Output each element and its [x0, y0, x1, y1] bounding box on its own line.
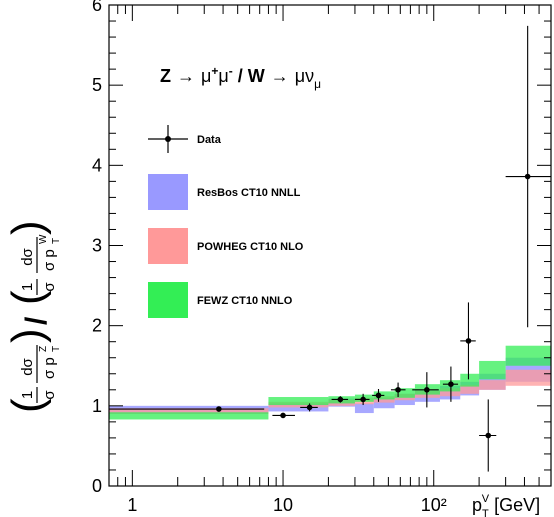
ylabel-dsigma-2: dσ: [19, 247, 36, 265]
x-axis-label: pTV [GeV]: [472, 493, 540, 517]
ylabel-paren-open-1: (: [3, 398, 52, 413]
chart-title: Z → μ+μ- / W → μνμ: [160, 64, 321, 91]
ylabel-slash: /: [20, 316, 53, 325]
legend-label-powheg: POWHEG CT10 NLO: [197, 241, 304, 253]
legend-label-fewz: FEWZ CT10 NNLO: [197, 295, 293, 307]
y-tick-label-1: 1: [92, 396, 102, 416]
ylabel-sup-W: W: [38, 234, 49, 244]
data-point-2: [300, 403, 318, 412]
x-tick-label-0: 1: [127, 495, 137, 515]
data-marker-4: [360, 396, 366, 403]
legend-swatch-powheg: [148, 228, 188, 264]
data-point-7: [412, 372, 439, 408]
band-resbos-bin-4: [373, 397, 395, 409]
data-marker-2: [306, 404, 313, 411]
data-point-11: [505, 25, 551, 328]
data-marker-0: [216, 406, 222, 412]
x-tick-label-2: 10²: [421, 495, 447, 515]
ylabel-paren-open-2: (: [3, 290, 52, 305]
ylabel-sub-T-1: T: [51, 346, 62, 352]
ylabel-sigma-2: σ: [41, 282, 58, 292]
band-fewz-bin-1: [268, 397, 329, 406]
ylabel-one-2: 1: [19, 283, 36, 291]
data-point-9: [460, 302, 476, 380]
data-point-1: [272, 412, 295, 419]
ylabel-p-1: σ p: [41, 357, 58, 379]
ylabel-sup-Z: Z: [38, 346, 49, 352]
band-powheg-bin-7: [439, 388, 461, 397]
data-point-0: [109, 406, 265, 412]
band-resbos-bin-3: [354, 403, 374, 414]
data-marker-5: [375, 392, 382, 399]
y-tick-label-5: 5: [92, 75, 102, 95]
y-tick-label-6: 6: [92, 0, 102, 15]
legend-data-marker: [165, 136, 171, 142]
data-marker-6: [395, 387, 401, 393]
legend: Data ResBos CT10 NNLL POWHEG CT10 NLO FE…: [148, 125, 304, 318]
x-axis-ticks: [108, 5, 552, 486]
data-point-10: [479, 399, 497, 472]
data-point-5: [372, 388, 385, 402]
data-point-4: [354, 393, 370, 406]
ylabel-paren-close-2: ): [3, 220, 52, 235]
legend-swatch-fewz: [148, 282, 188, 318]
band-powheg-bin-8: [460, 384, 480, 394]
band-powheg-bin-9: [479, 380, 506, 390]
legend-label-resbos: ResBos CT10 NNLL: [197, 187, 301, 199]
data-marker-11: [524, 173, 531, 180]
ylabel-one-1: 1: [19, 391, 36, 399]
data-marker-1: [280, 412, 286, 419]
legend-label-data: Data: [197, 134, 222, 146]
ylabel-paren-close-1: ): [3, 328, 52, 343]
y-tick-label-3: 3: [92, 236, 102, 256]
data-point-8: [442, 366, 459, 402]
ylabel-sub-T-2: T: [51, 238, 62, 244]
data-point-6: [390, 382, 406, 398]
legend-swatch-resbos: [148, 174, 188, 210]
band-fewz-bin-10: [505, 345, 551, 366]
y-axis-label: ( 1 σ dσ σ p T Z ) / ( 1 σ dσ σ p T W ): [3, 220, 62, 413]
data-marker-7: [424, 387, 430, 393]
theory-bands: [109, 345, 551, 420]
band-powheg-bin-4: [373, 396, 395, 403]
ylabel-sigma-1: σ: [41, 390, 58, 400]
ylabel-dsigma-1: dσ: [19, 357, 36, 375]
data-marker-3: [337, 396, 344, 403]
data-marker-8: [448, 381, 454, 387]
band-fewz-bin-5: [394, 388, 415, 398]
x-tick-label-1: 10: [273, 495, 293, 515]
y-axis-ticks: [109, 4, 551, 487]
band-fewz-bin-8: [460, 373, 480, 387]
data-points: [109, 25, 551, 472]
y-tick-label-0: 0: [92, 476, 102, 496]
y-tick-labels: 0 1 2 3 4 5 6: [92, 0, 102, 496]
data-point-3: [331, 396, 349, 403]
data-marker-10: [485, 432, 492, 439]
band-fewz-bin-0: [109, 412, 269, 420]
band-fewz-bin-9: [479, 360, 506, 380]
band-powheg-bin-0: [109, 408, 269, 414]
data-marker-9: [465, 338, 472, 344]
ylabel-p-2: σ p: [41, 249, 58, 271]
x-tick-labels: 1 10 10²: [127, 495, 446, 515]
y-tick-label-4: 4: [92, 155, 102, 175]
y-tick-label-2: 2: [92, 316, 102, 336]
band-powheg-bin-10: [505, 369, 551, 386]
